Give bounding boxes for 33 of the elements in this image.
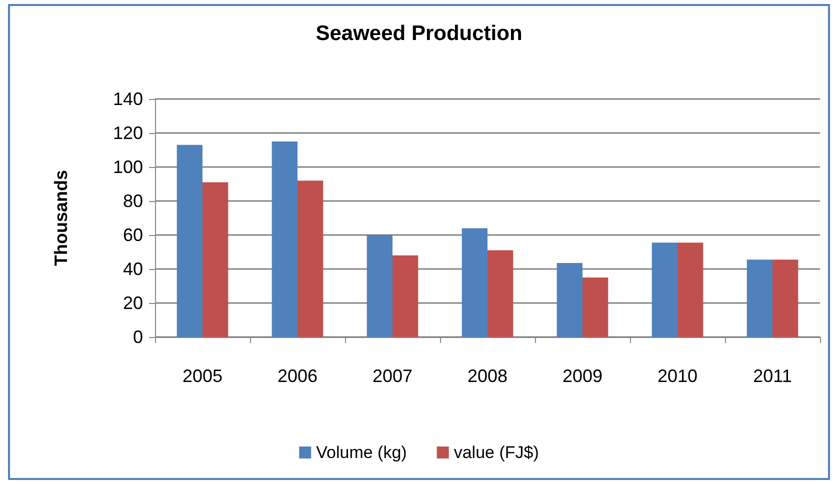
bar bbox=[366, 235, 392, 337]
x-tick-label: 2007 bbox=[372, 366, 413, 386]
y-tick-label: 60 bbox=[122, 225, 143, 245]
bar bbox=[392, 255, 418, 337]
y-axis-title: Thousands bbox=[51, 170, 71, 266]
x-tick-label: 2008 bbox=[467, 366, 508, 386]
bar bbox=[678, 242, 704, 337]
bar bbox=[652, 242, 678, 337]
bar bbox=[582, 278, 608, 337]
x-tick-label: 2010 bbox=[657, 366, 698, 386]
y-tick-label: 100 bbox=[112, 157, 143, 177]
x-tick-label: 2006 bbox=[277, 366, 318, 386]
bar bbox=[202, 182, 228, 337]
bar bbox=[176, 144, 202, 337]
y-tick-label: 140 bbox=[112, 89, 143, 109]
bar bbox=[556, 263, 582, 337]
bar bbox=[462, 228, 488, 337]
y-tick-label: 20 bbox=[122, 293, 143, 313]
bar bbox=[488, 250, 514, 337]
x-tick-label: 2011 bbox=[753, 366, 792, 386]
bar bbox=[298, 180, 324, 337]
x-tick-label: 2005 bbox=[182, 366, 223, 386]
y-tick-label: 120 bbox=[112, 123, 143, 143]
bar bbox=[272, 142, 298, 337]
bar bbox=[772, 260, 798, 337]
y-tick-label: 80 bbox=[122, 191, 143, 211]
legend-label: value (FJ$) bbox=[454, 443, 539, 462]
chart-title: Seaweed Production bbox=[316, 22, 522, 45]
x-tick-label: 2009 bbox=[562, 366, 603, 386]
legend-label: Volume (kg) bbox=[316, 443, 407, 462]
bar bbox=[746, 260, 772, 337]
y-tick-label: 0 bbox=[132, 327, 143, 347]
y-tick-label: 40 bbox=[122, 259, 143, 279]
